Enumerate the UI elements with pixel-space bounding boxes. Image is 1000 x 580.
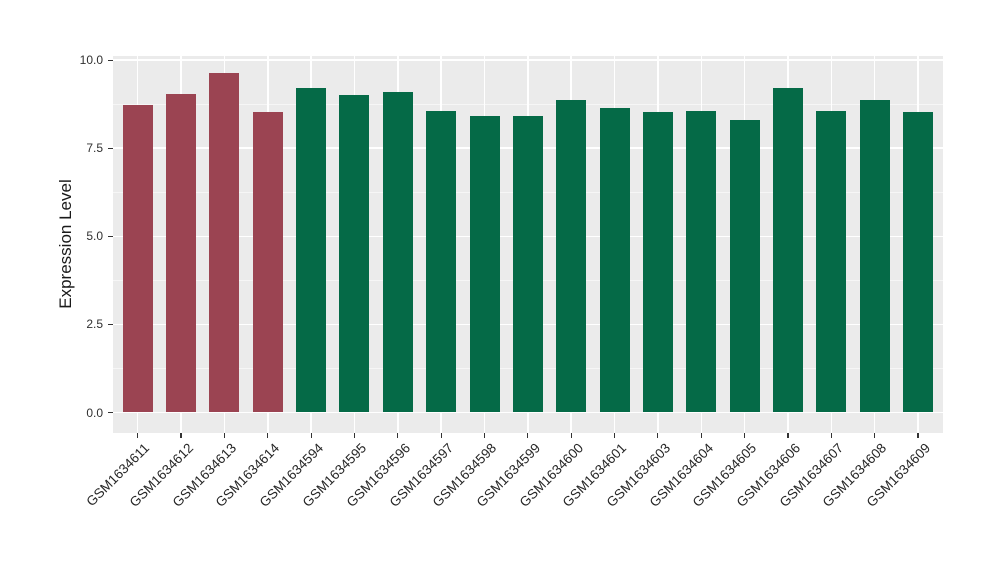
y-tick — [108, 411, 113, 414]
bar-GSM1634597 — [426, 110, 457, 413]
y-tick — [108, 235, 113, 237]
x-tick — [613, 433, 616, 438]
bar-GSM1634613 — [209, 73, 240, 413]
bar-GSM1634614 — [252, 111, 283, 413]
x-tick — [874, 433, 876, 438]
y-axis-title: Expression Level — [56, 179, 75, 309]
bar-GSM1634605 — [729, 120, 760, 413]
x-tick — [310, 433, 312, 438]
y-tick-label: 10.0 — [79, 53, 103, 68]
x-tick — [787, 433, 789, 438]
x-tick — [397, 433, 399, 438]
bar-GSM1634601 — [599, 108, 630, 413]
y-tick-label: 7.5 — [86, 141, 103, 156]
bar-GSM1634611 — [122, 104, 153, 413]
x-tick — [917, 433, 919, 438]
y-tick — [108, 147, 113, 149]
x-tick — [483, 433, 486, 438]
x-tick — [744, 433, 746, 438]
bar-GSM1634607 — [816, 110, 847, 413]
bar-GSM1634612 — [166, 93, 197, 413]
y-tick-label: 2.5 — [86, 317, 103, 332]
x-tick — [657, 433, 659, 438]
x-tick — [527, 433, 529, 438]
bar-GSM1634595 — [339, 94, 370, 413]
bar-GSM1634598 — [469, 116, 500, 413]
y-tick-label: 0.0 — [86, 405, 103, 420]
x-tick — [180, 433, 182, 438]
x-tick — [353, 433, 356, 438]
bar-GSM1634594 — [296, 87, 327, 413]
bar-GSM1634603 — [642, 111, 673, 413]
y-tick-label: 5.0 — [86, 229, 103, 244]
x-tick — [570, 433, 572, 438]
y-tick — [108, 59, 113, 61]
plot-panel — [113, 56, 943, 433]
bar-GSM1634606 — [772, 88, 803, 413]
x-tick — [440, 433, 442, 438]
bar-GSM1634608 — [859, 99, 890, 413]
x-tick — [137, 433, 139, 438]
x-tick — [223, 433, 225, 438]
bar-GSM1634604 — [686, 111, 717, 413]
bar-GSM1634609 — [903, 111, 933, 413]
bar-GSM1634596 — [382, 91, 413, 413]
x-tick — [700, 433, 702, 438]
bar-GSM1634600 — [556, 99, 587, 413]
x-tick — [830, 433, 832, 438]
x-tick — [267, 433, 269, 438]
bar-GSM1634599 — [512, 116, 543, 413]
y-tick — [108, 323, 113, 325]
